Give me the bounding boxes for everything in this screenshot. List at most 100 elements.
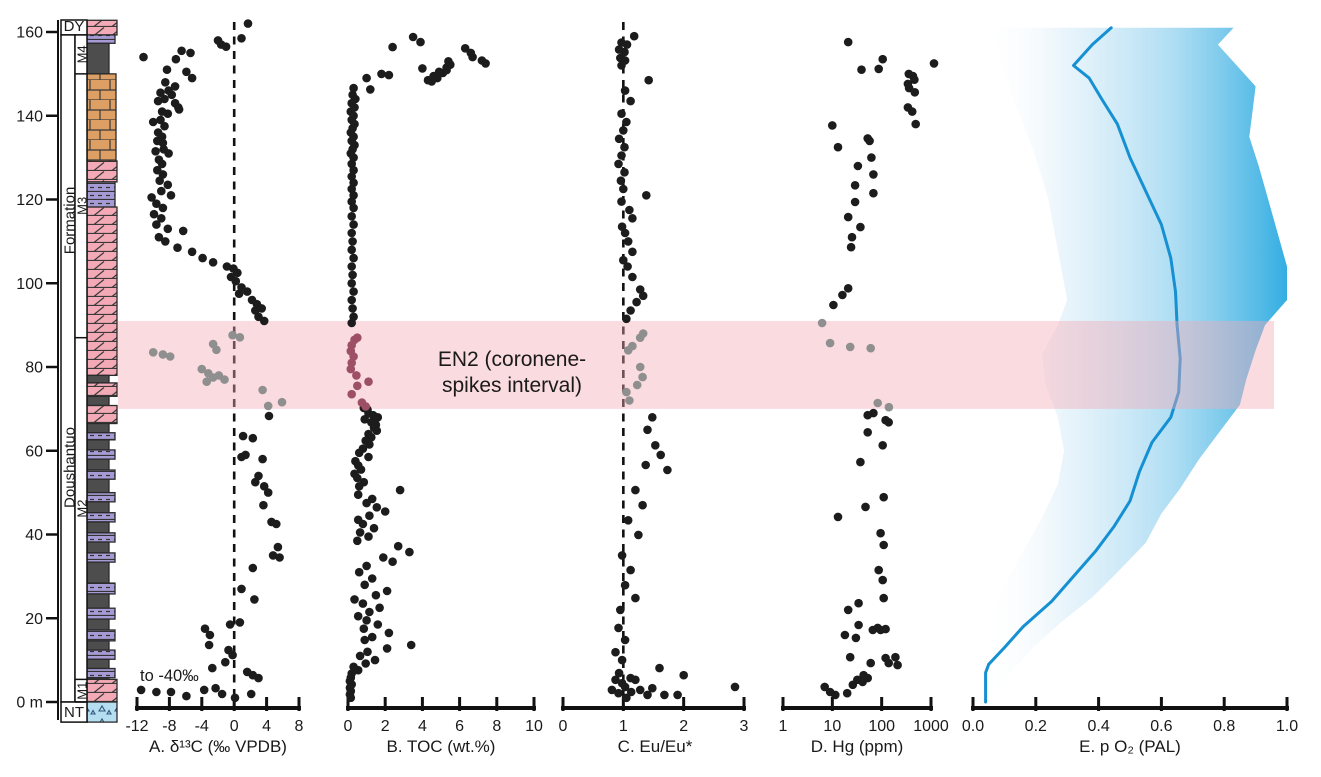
- point-D: [833, 142, 843, 152]
- point-C: [641, 460, 650, 470]
- point-B: [372, 503, 382, 512]
- panel-c-title: C. Eu/Eu*: [618, 737, 693, 756]
- point-C: [622, 693, 631, 703]
- point-D: [910, 75, 919, 84]
- litho-unit-shale: [86, 618, 110, 631]
- point-A: [154, 232, 164, 242]
- litho-unit-limestone: [86, 404, 118, 425]
- point-A: [259, 500, 268, 510]
- point-D: [863, 428, 872, 437]
- point-B: [365, 607, 374, 617]
- litho-unit-dolomitic: [86, 607, 116, 620]
- point-A: [161, 237, 170, 246]
- axis-tick-label: 0.6: [1150, 718, 1172, 735]
- point-B: [353, 490, 363, 500]
- point-B: [360, 415, 370, 424]
- depth-tick-label: 120: [16, 192, 43, 209]
- point-B: [388, 557, 397, 566]
- point-C: [628, 214, 637, 223]
- en2-point-A: [277, 397, 287, 407]
- point-A: [259, 482, 269, 491]
- point-A: [164, 149, 173, 158]
- axis-tick-label: -8: [162, 718, 176, 735]
- point-C: [642, 191, 651, 200]
- point-B: [364, 532, 373, 541]
- dy-label: DY: [64, 18, 85, 35]
- member-box: [74, 34, 88, 703]
- point-D: [884, 658, 893, 668]
- point-B: [369, 523, 379, 533]
- litho-unit-dolomitic: [86, 469, 116, 480]
- point-B: [362, 73, 371, 83]
- point-C: [626, 306, 635, 315]
- litho-unit-dolomitic: [86, 491, 116, 503]
- point-B: [355, 528, 365, 537]
- en2-band-label-line2: spikes interval): [442, 374, 582, 397]
- en2-point-D: [845, 342, 855, 352]
- litho-unit-dolomitic: [86, 667, 116, 679]
- panel-e-title: E. p O₂ (PAL): [1079, 737, 1181, 756]
- point-A: [200, 624, 210, 633]
- point-A: [152, 220, 161, 229]
- point-C: [620, 228, 630, 238]
- point-D: [828, 121, 837, 130]
- point-D: [874, 64, 883, 74]
- litho-unit-dolomitic: [86, 552, 116, 563]
- point-A: [268, 551, 278, 560]
- en2-point-B: [347, 389, 357, 399]
- point-B: [361, 659, 371, 668]
- point-D: [863, 410, 872, 420]
- point-C: [629, 31, 639, 41]
- point-D: [847, 232, 857, 242]
- point-B: [346, 693, 356, 703]
- point-C: [619, 255, 628, 265]
- point-B: [359, 624, 369, 633]
- point-D: [851, 633, 861, 643]
- point-A: [238, 431, 248, 441]
- point-B: [373, 620, 383, 629]
- point-B: [348, 237, 357, 246]
- point-B: [363, 647, 372, 657]
- point-B: [373, 413, 383, 422]
- point-B: [406, 640, 416, 650]
- depth-tick-label: 160: [16, 25, 43, 42]
- point-D: [861, 502, 870, 512]
- en2-point-A: [202, 377, 211, 387]
- point-A: [158, 138, 168, 148]
- litho-unit-shale: [86, 439, 110, 451]
- point-C: [614, 159, 623, 169]
- point-D: [853, 161, 863, 171]
- point-B: [418, 64, 427, 73]
- point-A: [198, 253, 207, 263]
- en2-point-B: [364, 377, 373, 387]
- depth-tick-label: 80: [25, 360, 43, 377]
- point-B: [347, 279, 357, 288]
- point-C: [626, 565, 635, 575]
- point-A: [177, 46, 186, 56]
- en2-band-label-line1: EN2 (coronene-: [438, 348, 586, 371]
- point-D: [884, 418, 893, 427]
- point-A: [153, 96, 163, 106]
- axis-tick-label: 0.2: [1025, 718, 1047, 735]
- offscale-note: to -40‰: [140, 667, 199, 685]
- point-A: [208, 663, 217, 673]
- point-B: [349, 220, 358, 229]
- point-C: [638, 291, 648, 301]
- point-A: [136, 685, 146, 695]
- point-B: [347, 245, 357, 255]
- depth-tick-label: 100: [16, 276, 43, 293]
- point-A: [273, 542, 283, 552]
- axis-tick-label: 10: [823, 718, 841, 735]
- point-B: [388, 42, 397, 52]
- point-B: [348, 304, 357, 313]
- litho-unit-shale: [86, 640, 110, 651]
- point-A: [187, 247, 197, 257]
- point-B: [347, 212, 357, 221]
- point-C: [679, 670, 688, 680]
- point-B: [347, 262, 357, 271]
- point-C: [620, 635, 630, 645]
- point-A: [163, 109, 173, 118]
- member-label-M2: M2: [75, 500, 90, 518]
